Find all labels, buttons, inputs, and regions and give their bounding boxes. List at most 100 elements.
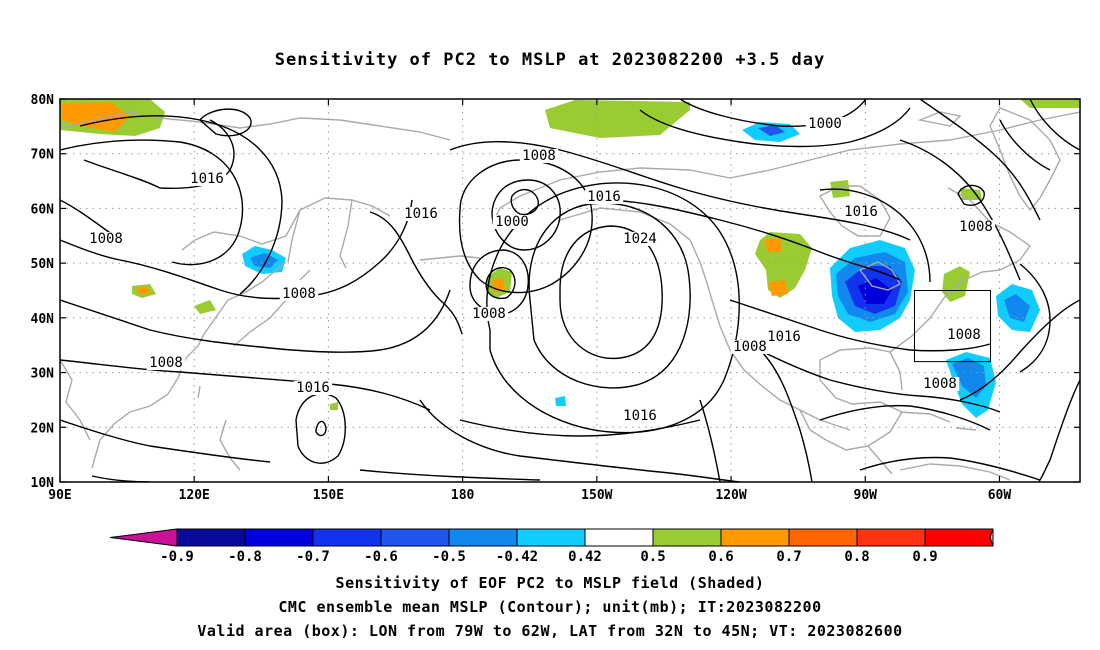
colorbar-box <box>380 528 450 547</box>
contour-far-north-low <box>199 108 252 137</box>
contour-north-pacific-low-inner <box>485 266 516 300</box>
contour-gulf-1008 <box>819 404 991 431</box>
contour-west-pacific-low-inner <box>315 420 327 437</box>
shade-negative-atlantic-core <box>1004 294 1030 322</box>
chart-title: Sensitivity of PC2 to MSLP at 2023082200… <box>274 50 826 70</box>
contour-label: 1008 <box>89 231 123 247</box>
mslp-contours <box>60 99 1080 482</box>
shade-positive-arctic-north <box>545 100 690 138</box>
contour-label: 1016 <box>587 189 621 205</box>
coast-asia-east <box>181 197 391 251</box>
colorbar-box <box>176 528 246 547</box>
lat-label-10N: 10N <box>31 476 55 491</box>
contour-far-east-1 <box>60 139 244 266</box>
colorbar-box <box>720 528 790 547</box>
coast-cuba <box>899 411 951 423</box>
lat-label-60N: 60N <box>31 202 55 217</box>
colorbar-box <box>924 528 994 547</box>
colorbar-tick-label: -0.9 <box>160 549 194 565</box>
shade-negative-pacific-small <box>555 396 566 406</box>
lat-label-20N: 20N <box>31 421 55 436</box>
coast-japan <box>233 299 287 347</box>
lon-label-180: 180 <box>451 488 475 503</box>
coast-us-east <box>889 269 1001 353</box>
lat-label-30N: 30N <box>31 367 55 382</box>
contour-label-bg <box>620 409 660 423</box>
coast-asia-north <box>60 111 451 141</box>
shade-negative-great-lakes-max <box>858 278 892 304</box>
contour-atlantic-high <box>959 299 1080 401</box>
contour-greenland-1 <box>999 119 1051 171</box>
shade-positive-west-pacific-small <box>330 402 338 410</box>
contour-east-asia-1008 <box>60 199 413 300</box>
lon-label-150E: 150E <box>313 488 344 503</box>
coast-canada-arctic <box>729 111 1080 179</box>
contour-us-1016 <box>729 299 991 352</box>
contour-label: 1008 <box>947 327 981 343</box>
shade-positive-far-east <box>1020 99 1080 108</box>
lon-label-120E: 120E <box>179 488 210 503</box>
contour-labrador-low <box>957 184 985 206</box>
coast-na-west <box>705 279 851 431</box>
axis-ticks <box>59 98 1080 483</box>
contour-atlantic-1016 <box>1019 263 1051 373</box>
coast-great-lakes <box>858 261 901 291</box>
contour-atl-south <box>1037 379 1080 482</box>
contour-label-bg <box>519 149 559 163</box>
lat-label-50N: 50N <box>31 257 55 272</box>
contour-canada-1016 <box>819 188 931 283</box>
contour-label-bg <box>944 328 984 342</box>
contour-north-1000 <box>639 107 911 148</box>
contour-north-1016 <box>599 199 901 281</box>
contour-label-bg <box>146 356 186 370</box>
contour-label: 1000 <box>495 214 529 230</box>
colorbar-tick-label: 0.6 <box>708 549 733 565</box>
contour-label: 1008 <box>923 376 957 392</box>
caption-contour: CMC ensemble mean MSLP (Contour); unit(m… <box>278 598 822 616</box>
lon-label-90E: 90E <box>48 488 71 503</box>
coast-kuril <box>299 269 311 281</box>
colorbar-box <box>244 528 314 547</box>
contour-label-bg <box>279 287 319 301</box>
contour-label: 1008 <box>733 339 767 355</box>
contour-label: 1016 <box>623 408 657 424</box>
contour-north-1008 <box>449 141 911 241</box>
contour-greenland-2 <box>1029 99 1080 151</box>
shade-positive-west-canada-core2 <box>768 280 788 296</box>
coast-philippines <box>219 419 241 471</box>
contour-label: 1008 <box>149 355 183 371</box>
shade-positive-korea <box>194 300 216 314</box>
contour-us-1008 <box>739 339 1001 413</box>
colorbar-tick-label: 0.9 <box>912 549 937 565</box>
contour-mexico-1008 <box>759 349 813 482</box>
contour-high-outer <box>419 399 741 482</box>
contour-us-1012 <box>699 399 721 482</box>
coast-canada-east <box>947 187 1031 271</box>
colorbar-box <box>448 528 518 547</box>
contour-label: 1000 <box>808 116 842 132</box>
contour-label-bg <box>492 215 532 229</box>
contour-label-bg <box>187 172 227 186</box>
contour-bering-low-1008 <box>458 159 593 294</box>
caption-valid-area: Valid area (box): LON from 79W to 62W, L… <box>197 622 903 640</box>
contour-1008-south2 <box>60 419 271 463</box>
coast-aleutians <box>419 255 481 261</box>
coast-bay-of-bengal <box>60 359 91 441</box>
contour-label-bg <box>584 190 624 204</box>
colorbar-box <box>584 528 654 547</box>
lat-label-80N: 80N <box>31 93 55 108</box>
colorbar-box <box>312 528 382 547</box>
contour-pacific-far-south <box>359 469 541 481</box>
lat-label-70N: 70N <box>31 148 55 163</box>
contour-label: 1008 <box>282 286 316 302</box>
contour-label-bg <box>920 377 960 391</box>
colorbar-boxes <box>109 528 994 547</box>
coast-alaska-north <box>559 167 731 181</box>
contour-labels: 1016100810081016100810001016102410161000… <box>86 116 996 424</box>
gridlines <box>60 99 1080 482</box>
coast-central-america <box>867 445 893 475</box>
shade-negative-subtropical-atlantic-core <box>952 358 986 398</box>
contour-label: 1008 <box>959 219 993 235</box>
contour-label-bg <box>620 232 660 246</box>
coast-mexico <box>799 409 869 451</box>
